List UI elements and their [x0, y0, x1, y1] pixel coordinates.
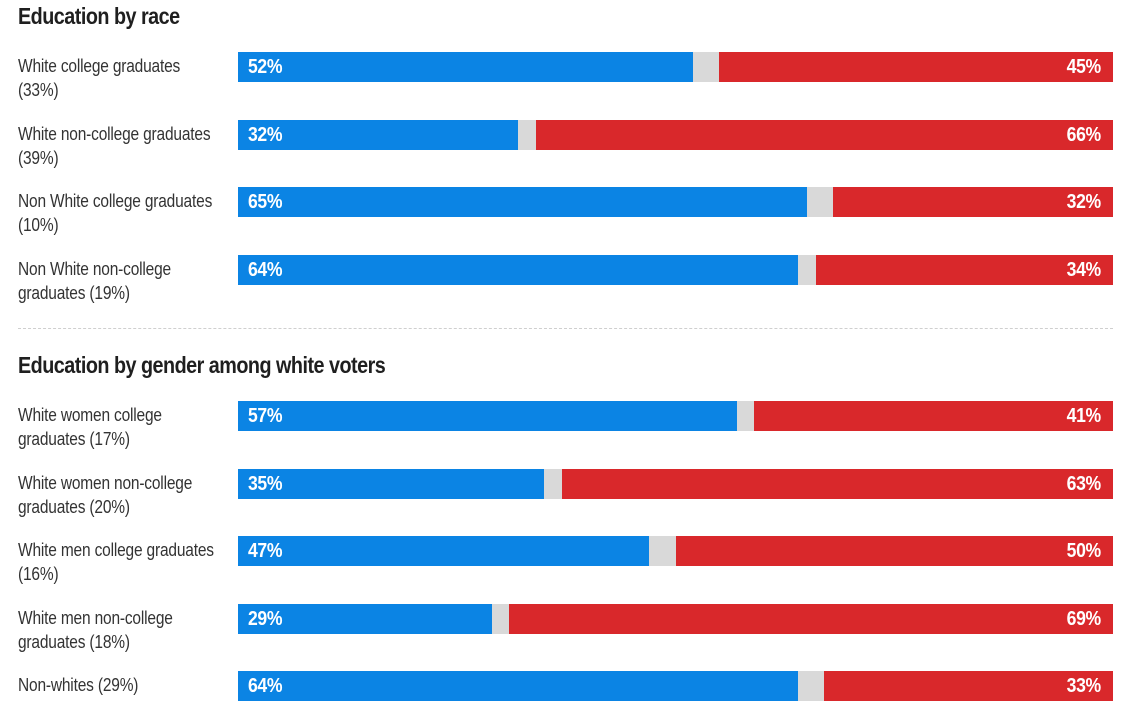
bar-row: White non-college graduates (39%) 32% 66%	[0, 120, 1125, 168]
bar-segment-democrat	[238, 536, 650, 566]
bar-segment-republican	[754, 401, 1113, 431]
bar-segment-democrat	[238, 401, 737, 431]
stacked-bar: 64% 34%	[238, 255, 1113, 285]
section-divider	[18, 328, 1113, 329]
bar-segment-other	[693, 52, 720, 82]
bar-row: White college graduates (33%) 52% 45%	[0, 52, 1125, 100]
bar-segment-democrat	[238, 120, 518, 150]
bar-row: Non White college graduates (10%) 65% 32%	[0, 187, 1125, 235]
row-label: White non-college graduates (39%)	[18, 124, 211, 168]
data-label-democrat: 64%	[248, 675, 283, 697]
bar-segment-other	[806, 187, 833, 217]
data-label-republican: 50%	[1066, 540, 1102, 562]
row-label: Non White non-college graduates (19%)	[18, 259, 171, 303]
stacked-bar: 32% 66%	[238, 120, 1113, 150]
stacked-bar: 29% 69%	[238, 604, 1113, 634]
bar-segment-republican	[535, 120, 1113, 150]
bar-row: Non White non-college graduates (19%) 64%…	[0, 255, 1125, 303]
row-label: White women college graduates (17%)	[18, 405, 162, 449]
bar-segment-republican	[675, 536, 1113, 566]
row-label: White men college graduates (16%)	[18, 540, 214, 584]
bar-segment-other	[518, 120, 536, 150]
stacked-bar: 57% 41%	[238, 401, 1113, 431]
row-label: White women non-college graduates (20%)	[18, 473, 193, 517]
data-label-republican: 63%	[1066, 473, 1102, 495]
bar-row: Non-whites (29%) 64% 33%	[0, 671, 1125, 701]
bar-segment-republican	[815, 255, 1113, 285]
data-label-democrat: 47%	[248, 540, 283, 562]
row-label: White men non-college graduates (18%)	[18, 608, 173, 652]
row-label: White college graduates (33%)	[18, 56, 181, 100]
data-label-republican: 33%	[1066, 675, 1102, 697]
data-label-democrat: 29%	[248, 608, 283, 630]
bar-segment-democrat	[238, 604, 492, 634]
bar-segment-democrat	[238, 671, 798, 701]
bar-segment-democrat	[238, 52, 693, 82]
stacked-bar: 35% 63%	[238, 469, 1113, 499]
bar-row: White women college graduates (17%) 57% 41…	[0, 401, 1125, 449]
bar-row: White men non-college graduates (18%) 29%…	[0, 604, 1125, 652]
bar-segment-democrat	[238, 469, 545, 499]
data-label-republican: 66%	[1066, 124, 1102, 146]
bar-segment-other	[798, 671, 825, 701]
bar-segment-republican	[509, 604, 1113, 634]
chart-title: Education by race	[18, 3, 180, 29]
bar-segment-democrat	[238, 255, 798, 285]
stacked-bar: 64% 33%	[238, 671, 1113, 701]
bar-segment-other	[491, 604, 510, 634]
data-label-republican: 69%	[1066, 608, 1102, 630]
bar-segment-other	[736, 401, 755, 431]
bar-segment-democrat	[238, 187, 807, 217]
data-label-republican: 41%	[1066, 405, 1102, 427]
data-label-democrat: 64%	[248, 259, 283, 281]
bar-segment-republican	[719, 52, 1113, 82]
data-label-republican: 32%	[1066, 191, 1102, 213]
bar-row: White women non-college graduates (20%) 3…	[0, 469, 1125, 517]
bar-segment-republican	[824, 671, 1113, 701]
bar-segment-other	[649, 536, 676, 566]
data-label-democrat: 32%	[248, 124, 283, 146]
row-label: Non-whites (29%)	[18, 675, 139, 695]
data-label-republican: 45%	[1066, 56, 1102, 78]
bar-segment-republican	[833, 187, 1113, 217]
bar-row: White men college graduates (16%) 47% 50%	[0, 536, 1125, 584]
stacked-bar: 65% 32%	[238, 187, 1113, 217]
data-label-democrat: 52%	[248, 56, 283, 78]
data-label-democrat: 35%	[248, 473, 283, 495]
data-label-democrat: 57%	[248, 405, 283, 427]
bar-segment-other	[544, 469, 562, 499]
chart-title: Education by gender among white voters	[18, 352, 386, 378]
bar-segment-republican	[561, 469, 1113, 499]
data-label-republican: 34%	[1066, 259, 1102, 281]
data-label-democrat: 65%	[248, 191, 283, 213]
stacked-bar: 47% 50%	[238, 536, 1113, 566]
row-label: Non White college graduates (10%)	[18, 191, 213, 235]
bar-segment-other	[798, 255, 816, 285]
stacked-bar: 52% 45%	[238, 52, 1113, 82]
